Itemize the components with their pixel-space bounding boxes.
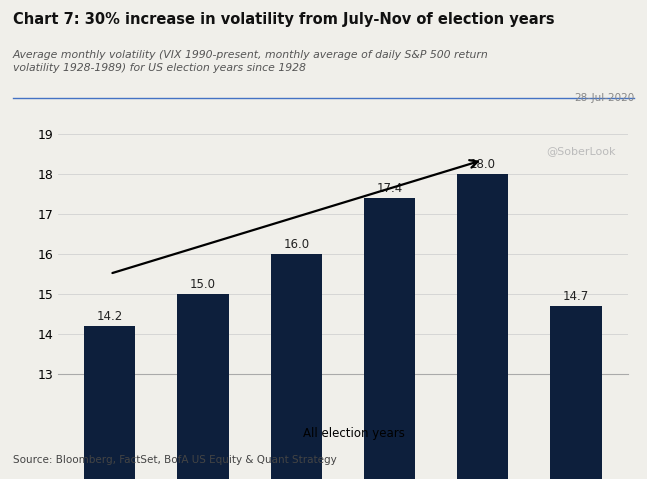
Text: @SoberLook: @SoberLook <box>547 146 616 156</box>
Text: 16.0: 16.0 <box>283 238 309 251</box>
Text: 28-Jul-2020: 28-Jul-2020 <box>574 93 634 103</box>
Legend: All election years: All election years <box>277 422 409 445</box>
Bar <box>270 254 322 479</box>
Text: Chart 7: 30% increase in volatility from July-Nov of election years: Chart 7: 30% increase in volatility from… <box>13 12 554 27</box>
Text: 15.0: 15.0 <box>190 278 216 291</box>
Text: Average monthly volatility (VIX 1990-present, monthly average of daily S&P 500 r: Average monthly volatility (VIX 1990-pre… <box>13 50 488 73</box>
Bar <box>84 326 135 479</box>
Text: 17.4: 17.4 <box>377 182 402 195</box>
Text: 14.7: 14.7 <box>563 290 589 303</box>
Bar <box>364 198 415 479</box>
Bar <box>457 174 509 479</box>
Bar <box>551 306 602 479</box>
Text: Source: Bloomberg, FactSet, BofA US Equity & Quant Strategy: Source: Bloomberg, FactSet, BofA US Equi… <box>13 455 336 465</box>
Bar <box>177 294 228 479</box>
Text: 14.2: 14.2 <box>96 310 123 323</box>
Text: 18.0: 18.0 <box>470 158 496 171</box>
